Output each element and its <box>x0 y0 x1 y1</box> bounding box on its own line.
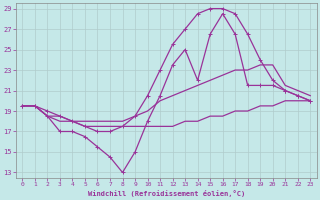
X-axis label: Windchill (Refroidissement éolien,°C): Windchill (Refroidissement éolien,°C) <box>88 190 245 197</box>
